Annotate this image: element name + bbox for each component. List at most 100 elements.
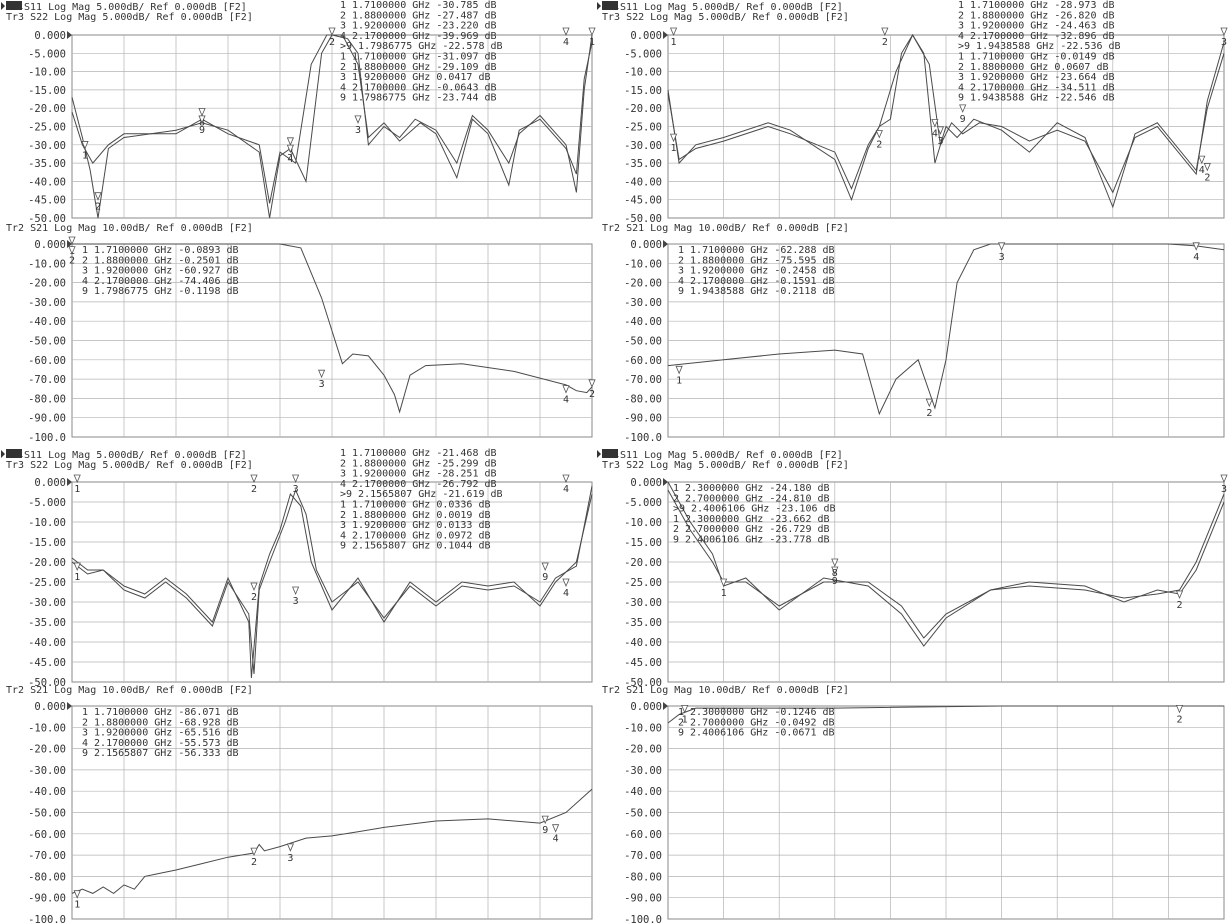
marker-readout-row: 9 2.1565807 GHz 0.1044 dB (340, 541, 491, 552)
marker-triangle-icon (73, 474, 81, 484)
y-tick-label: -90.00 (624, 893, 662, 905)
marker-readout-row: 3 1.9200000 GHz 0.0417 dB (340, 72, 491, 83)
y-tick-label: -70.00 (28, 374, 66, 386)
marker-label: 3 (293, 484, 299, 495)
marker-triangle-icon (198, 115, 206, 124)
marker-readout-row: 1 2.3000000 GHz -23.662 dB (673, 514, 830, 525)
y-tick-label: -60.00 (624, 355, 662, 367)
reference-level-arrow-icon (67, 702, 72, 710)
chart-tr-bottom: Tr2 S21 Log Mag 10.00dB/ Ref 0.000dB [F2… (602, 223, 1225, 444)
y-tick-label: -10.00 (624, 722, 662, 734)
marker-readout-row: 2 1.8800000 GHz -75.595 dB (678, 255, 835, 266)
chart-tr-top: Tr1 S11 Log Mag 5.000dB/ Ref 0.000dB [F2]… (597, 0, 1228, 225)
marker-label: 4 (553, 834, 559, 845)
y-tick-label: -80.00 (28, 871, 66, 883)
marker-label: 4 (563, 395, 569, 406)
y-tick-label: -45.00 (624, 195, 662, 207)
marker-triangle-icon (354, 115, 362, 124)
marker-label: 2 (589, 389, 595, 400)
marker-label: 2 (251, 484, 257, 495)
y-tick-label: -25.00 (624, 122, 662, 134)
marker-readout-row: 4 2.1700000 GHz -34.511 dB (958, 82, 1115, 93)
marker-triangle-icon (997, 242, 1006, 251)
marker-readout-row: 2 2.7000000 GHz -24.810 dB (673, 493, 830, 504)
marker-label: 2 (1177, 714, 1183, 725)
marker-label: 1 (589, 37, 595, 48)
marker-readout-row: >9 1.7986775 GHz -22.578 dB (340, 41, 503, 52)
marker-readout-row: 9 1.9438588 GHz -22.546 dB (958, 93, 1115, 104)
marker-triangle-icon (936, 126, 945, 135)
y-tick-label: -40.00 (624, 316, 662, 328)
marker-readout-row: 4 2.1700000 GHz -74.406 dB (82, 276, 239, 287)
marker-label: 9 (542, 572, 548, 583)
marker-readout-row: >9 1.9438588 GHz -22.536 dB (958, 41, 1121, 52)
marker-readout-row: 4 2.1700000 GHz -26.792 dB (340, 479, 497, 490)
y-tick-label: -30.00 (624, 297, 662, 309)
y-tick-label: -15.00 (28, 85, 66, 97)
y-tick-label: -40.00 (28, 316, 66, 328)
marker-label: 2 (1177, 600, 1183, 611)
trace-header-2: Tr3 S22 Log Mag 5.000dB/ Ref 0.000dB [F2… (6, 460, 253, 471)
y-tick-label: -50.00 (624, 336, 662, 348)
marker-triangle-icon (1192, 242, 1200, 251)
y-tick-label: -70.00 (624, 850, 662, 862)
marker-triangle-icon (831, 558, 839, 568)
y-tick-label: -20.00 (28, 557, 66, 569)
trace-header-1: Tr2 S21 Log Mag 10.00dB/ Ref 0.000dB [F2… (6, 223, 253, 234)
marker-readout-row: 2 1.8800000 GHz -26.820 dB (958, 10, 1115, 21)
marker-triangle-icon (286, 144, 295, 154)
marker-label: 3 (999, 252, 1005, 263)
marker-label: 9 (960, 114, 966, 125)
marker-triangle-icon (68, 236, 76, 246)
y-tick-label: -10.00 (28, 722, 66, 734)
marker-readout-row: 2 1.8800000 GHz -68.928 dB (82, 717, 239, 728)
trace-line-2 (71, 34, 593, 204)
trace-header-1: S11 Log Mag 5.000dB/ Ref 0.000dB [F2] (620, 2, 843, 13)
y-tick-label: -80.00 (28, 393, 66, 405)
marker-triangle-icon (286, 843, 295, 852)
y-tick-label: -50.00 (28, 677, 66, 689)
y-tick-label: -25.00 (624, 577, 662, 589)
marker-readout-row: 1 1.7100000 GHz -0.0149 dB (958, 52, 1115, 63)
marker-label: 1 (671, 143, 677, 154)
y-tick-label: -60.00 (624, 829, 662, 841)
y-tick-label: -5.000 (624, 497, 662, 509)
marker-label: 2 (926, 408, 932, 419)
trace-line-2 (71, 485, 593, 675)
marker-readout-row: 3 1.9200000 GHz -23.664 dB (958, 72, 1115, 83)
y-tick-label: -90.00 (624, 413, 662, 425)
marker-readout-row: 2 2.7000000 GHz -26.729 dB (673, 524, 830, 535)
y-tick-label: -30.00 (624, 140, 662, 152)
y-tick-label: -50.00 (28, 213, 66, 225)
marker-triangle-icon (925, 398, 933, 408)
y-tick-label: -60.00 (28, 829, 66, 841)
marker-triangle-icon (1220, 474, 1228, 484)
trace-line-2 (667, 33, 1225, 194)
marker-readout-row: 1 1.7100000 GHz -62.288 dB (678, 245, 835, 256)
marker-triangle-icon (562, 474, 570, 484)
y-tick-label: -5.000 (28, 497, 66, 509)
marker-readout-row: 3 1.9200000 GHz -60.927 dB (82, 266, 239, 277)
marker-triangle-icon (73, 562, 81, 572)
marker-label: 8 (832, 568, 838, 579)
y-tick-label: -10.00 (28, 258, 66, 270)
y-tick-label: -40.00 (624, 786, 662, 798)
marker-readout-row: 1 1.7100000 GHz -21.468 dB (340, 448, 497, 459)
marker-readout-row: 3 1.9200000 GHz -23.220 dB (340, 21, 497, 32)
y-tick-label: -100.0 (28, 914, 66, 924)
marker-label: 4 (563, 484, 569, 495)
y-tick-label: 0.000 (34, 477, 66, 489)
trace-header-1: Tr2 S21 Log Mag 10.00dB/ Ref 0.000dB [F2… (6, 685, 253, 696)
marker-readout-row: 9 1.9438588 GHz -0.2118 dB (678, 286, 835, 297)
marker-readout-row: 4 2.1700000 GHz -55.573 dB (82, 738, 239, 749)
marker-label: 2 (329, 37, 335, 48)
marker-readout-row: 9 2.4006106 GHz -23.778 dB (673, 535, 830, 546)
marker-readout-row: 3 1.9200000 GHz 0.0133 dB (340, 520, 491, 531)
y-tick-label: -45.00 (624, 657, 662, 669)
marker-triangle-icon (1203, 163, 1211, 172)
marker-triangle-icon (875, 130, 883, 139)
marker-label: 1 (74, 484, 80, 495)
marker-label: 9 (542, 825, 548, 836)
reference-level-arrow-icon (663, 31, 668, 39)
marker-label: 2 (69, 256, 75, 267)
